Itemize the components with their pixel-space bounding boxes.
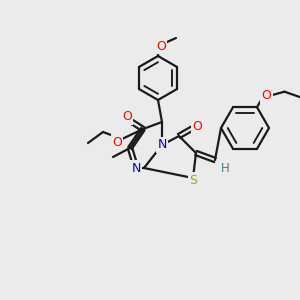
Text: H: H (220, 161, 230, 175)
Text: O: O (262, 89, 272, 102)
Text: O: O (122, 110, 132, 124)
Text: S: S (189, 173, 197, 187)
Text: N: N (131, 161, 141, 175)
Text: N: N (157, 139, 167, 152)
Text: O: O (192, 119, 202, 133)
Text: O: O (156, 40, 166, 52)
Text: O: O (112, 136, 122, 148)
